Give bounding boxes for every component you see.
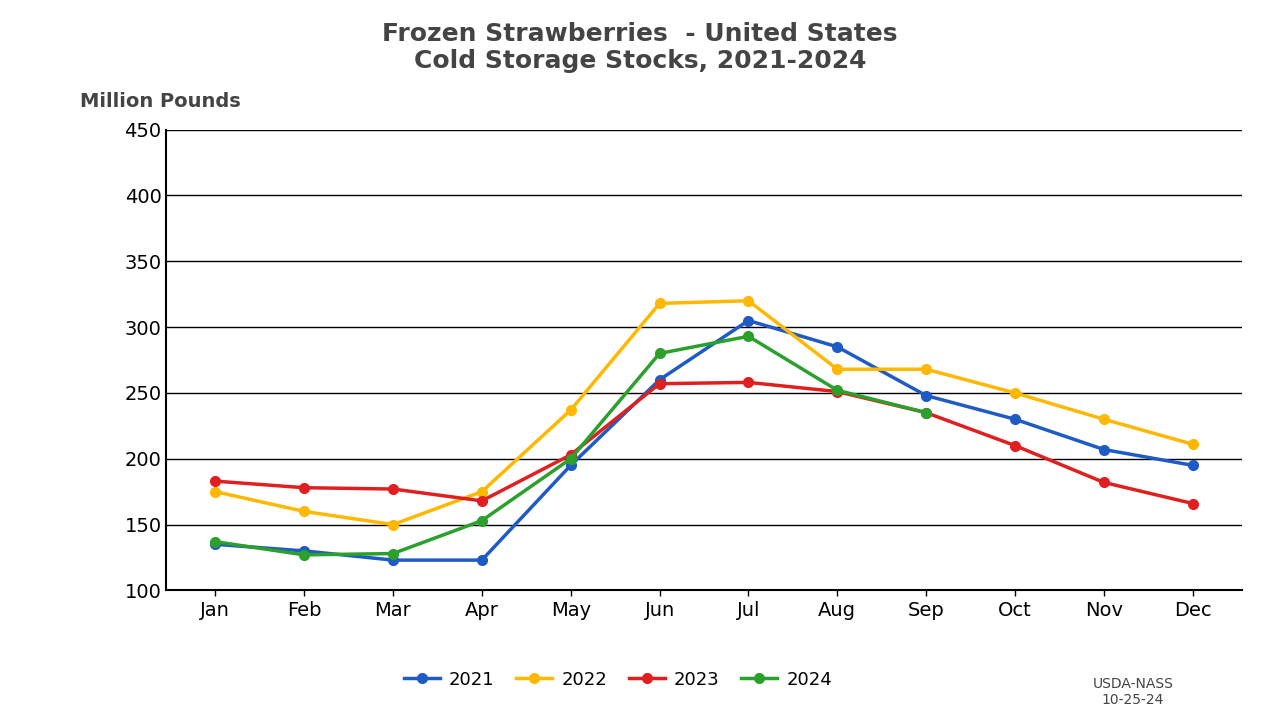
2021 — [385, 556, 401, 564]
2023 — [1096, 478, 1111, 487]
2024 — [207, 537, 223, 546]
2023 — [741, 378, 756, 387]
2022 — [1096, 415, 1111, 423]
2021 — [1007, 415, 1023, 423]
Line: 2022: 2022 — [210, 296, 1198, 529]
Line: 2024: 2024 — [210, 331, 931, 559]
2021 — [1185, 461, 1201, 469]
2021 — [919, 391, 934, 400]
2021 — [1096, 445, 1111, 454]
Text: Frozen Strawberries  - United States
Cold Storage Stocks, 2021-2024: Frozen Strawberries - United States Cold… — [383, 22, 897, 73]
2023 — [207, 477, 223, 485]
Legend: 2021, 2022, 2023, 2024: 2021, 2022, 2023, 2024 — [397, 664, 840, 697]
2024 — [741, 332, 756, 341]
2021 — [207, 540, 223, 549]
2021 — [297, 546, 312, 555]
2023 — [385, 485, 401, 493]
Text: USDA-NASS
10-25-24: USDA-NASS 10-25-24 — [1092, 677, 1174, 707]
2024 — [919, 408, 934, 417]
2022 — [563, 405, 579, 414]
2021 — [829, 343, 845, 351]
Text: Million Pounds: Million Pounds — [81, 92, 241, 111]
2024 — [829, 386, 845, 395]
2023 — [297, 483, 312, 492]
2022 — [829, 365, 845, 374]
2024 — [297, 551, 312, 559]
2023 — [652, 379, 667, 388]
2023 — [1007, 441, 1023, 450]
2024 — [652, 349, 667, 358]
Line: 2021: 2021 — [210, 315, 1198, 565]
2023 — [919, 408, 934, 417]
2021 — [741, 316, 756, 325]
2023 — [829, 387, 845, 396]
2022 — [919, 365, 934, 374]
2022 — [652, 299, 667, 307]
2024 — [563, 454, 579, 463]
2022 — [474, 487, 489, 496]
2022 — [1185, 440, 1201, 449]
2023 — [474, 497, 489, 505]
Line: 2023: 2023 — [210, 377, 1198, 508]
2022 — [385, 521, 401, 529]
2024 — [474, 516, 489, 525]
2021 — [474, 556, 489, 564]
2021 — [652, 375, 667, 384]
2022 — [1007, 389, 1023, 397]
2022 — [207, 487, 223, 496]
2022 — [741, 297, 756, 305]
2024 — [385, 549, 401, 558]
2023 — [563, 451, 579, 459]
2023 — [1185, 499, 1201, 508]
2021 — [563, 461, 579, 469]
2022 — [297, 507, 312, 516]
